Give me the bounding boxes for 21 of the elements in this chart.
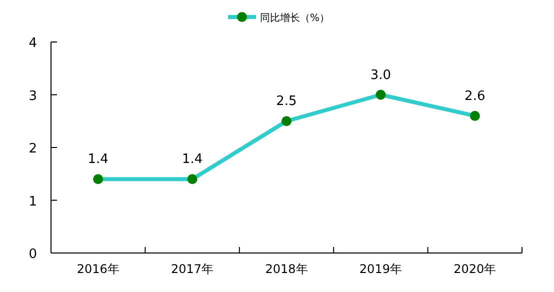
point bbox=[93, 174, 104, 184]
point bbox=[187, 174, 198, 184]
legend-label: 同比增长（%） bbox=[260, 12, 330, 24]
data-label: 3.0 bbox=[370, 68, 392, 83]
x-tick-label: 2017年 bbox=[171, 262, 214, 276]
data-label: 2.6 bbox=[464, 88, 486, 104]
y-tick-label: 1 bbox=[28, 194, 37, 210]
y-tick-label: 0 bbox=[28, 247, 37, 262]
y-tick-label: 3 bbox=[28, 88, 37, 104]
x-tick-label: 2020年 bbox=[454, 262, 496, 276]
y-tick-label: 2 bbox=[28, 142, 37, 156]
point bbox=[282, 116, 292, 126]
y-tick-label: 4 bbox=[28, 36, 37, 51]
data-label: 2.5 bbox=[276, 94, 297, 110]
point bbox=[376, 90, 386, 100]
data-label: 1.4 bbox=[88, 152, 108, 168]
data-label: 1.4 bbox=[182, 152, 203, 168]
point bbox=[470, 110, 480, 121]
x-tick-label: 2018年 bbox=[265, 262, 308, 276]
x-tick-label: 2016年 bbox=[76, 262, 120, 276]
x-tick-label: 2019年 bbox=[359, 262, 402, 276]
